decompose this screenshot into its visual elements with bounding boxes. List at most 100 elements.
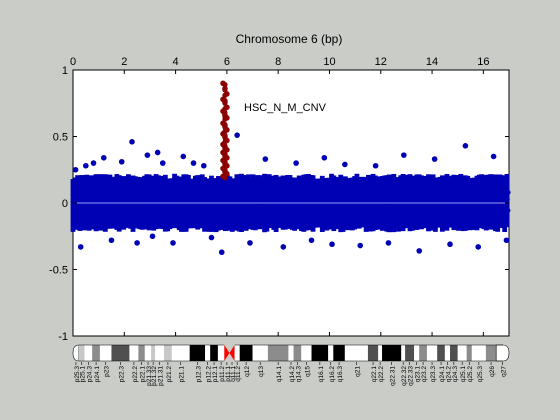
probe-point (79, 201, 85, 207)
probe-point (378, 214, 383, 220)
ideogram-band-label: q27 (501, 366, 508, 377)
probe-point (327, 203, 333, 209)
probe-point (498, 193, 504, 199)
outlier-point (503, 237, 510, 244)
probe-point (200, 190, 205, 195)
probe-point (369, 188, 375, 194)
ideogram-band (495, 344, 510, 362)
probe-point (292, 185, 298, 190)
probe-point (251, 186, 257, 192)
probe-point (393, 210, 398, 216)
outlier-point (401, 152, 407, 158)
ideogram-band-label: q23.2 (421, 366, 428, 383)
probe-point (189, 182, 195, 187)
axis-ticks: 0 2 4 6 8 10 12 14 16 1 0.5 0 -0.5 -1 (49, 56, 509, 343)
amplified-point (222, 82, 228, 88)
ideogram-band-label: q15 (304, 366, 311, 377)
probe-point (418, 212, 424, 218)
probe-point (473, 211, 478, 217)
ideogram-band-label: q12 (244, 366, 251, 377)
probe-point (442, 195, 448, 201)
probe-point (445, 214, 450, 219)
probe-point (286, 215, 292, 221)
probe-point (105, 203, 111, 209)
probe-point (256, 208, 261, 213)
probe-point (364, 190, 370, 195)
ideogram-band-label: q25.1 (460, 366, 467, 383)
ideogram-band (293, 345, 302, 361)
probe-point (351, 216, 357, 221)
probe-point (435, 196, 441, 202)
outlier-point (72, 166, 79, 173)
probe-point (345, 181, 351, 187)
ideogram-band (301, 345, 312, 361)
ideogram-band-label: q11.2 (235, 366, 242, 382)
probe-point (203, 217, 208, 223)
ideogram-band (99, 345, 112, 361)
probe-point (419, 193, 424, 199)
probe-point (190, 213, 195, 219)
probe-point (170, 186, 175, 191)
probe-point (168, 198, 174, 204)
ideogram-band-label: p11.1 (225, 366, 232, 382)
probe-point (164, 191, 170, 197)
probe-point (460, 205, 465, 211)
probe-point (334, 196, 340, 202)
ideogram-band (129, 345, 139, 361)
probe-point (484, 188, 490, 193)
ideogram-band (485, 345, 497, 361)
ideogram-band (401, 345, 406, 361)
probe-point (286, 194, 292, 200)
probe-point (415, 184, 420, 189)
outlier-point (190, 160, 197, 166)
probe-point (339, 187, 344, 193)
probe-point (232, 209, 238, 215)
ideogram-band-label: q22.1 (371, 366, 378, 383)
probe-point (323, 206, 329, 212)
ideogram-band-label: q24.1 (439, 366, 446, 383)
probe-point (370, 205, 375, 210)
outlier-point (342, 161, 348, 168)
probe-point (346, 210, 352, 216)
outlier-point (247, 240, 253, 246)
probe-point (451, 192, 457, 198)
probe-point (459, 202, 464, 208)
probe-point (361, 190, 366, 196)
ideogram-band-label: p23 (104, 366, 111, 377)
probe-point (254, 214, 260, 220)
probe-point (224, 191, 229, 197)
probe-point (490, 193, 496, 198)
probe-point (301, 212, 307, 217)
outlier-point (372, 162, 379, 169)
probe-point (181, 191, 186, 196)
probe-point (84, 217, 90, 223)
probe-point (259, 204, 265, 210)
probe-point (308, 217, 314, 222)
x-tick-label: 0 (70, 56, 76, 68)
ideogram-band-label: q14.1 (276, 366, 283, 383)
ideogram-band (419, 345, 427, 361)
probe-point (480, 211, 485, 216)
probe-point (358, 200, 364, 205)
probe-point (409, 217, 415, 223)
probe-point (189, 197, 194, 203)
probe-point (217, 191, 222, 197)
probe-point (351, 197, 357, 203)
probe-point (152, 190, 158, 196)
probe-point (316, 206, 321, 212)
outlier-point (149, 233, 156, 240)
ideogram-band (92, 345, 100, 361)
probe-point (342, 182, 347, 188)
outlier-point (218, 249, 225, 256)
probe-point (219, 200, 225, 205)
ideogram-band-label: p21.2 (166, 366, 173, 383)
probe-point (273, 189, 278, 195)
ideogram-band (444, 345, 451, 361)
outlier-point (234, 132, 240, 138)
probe-point (265, 203, 271, 209)
probe-point (220, 206, 226, 211)
ideogram-band-label: p24.3 (86, 366, 93, 383)
probe-point (337, 207, 343, 213)
probe-point (342, 187, 348, 193)
probe-point (432, 206, 437, 211)
